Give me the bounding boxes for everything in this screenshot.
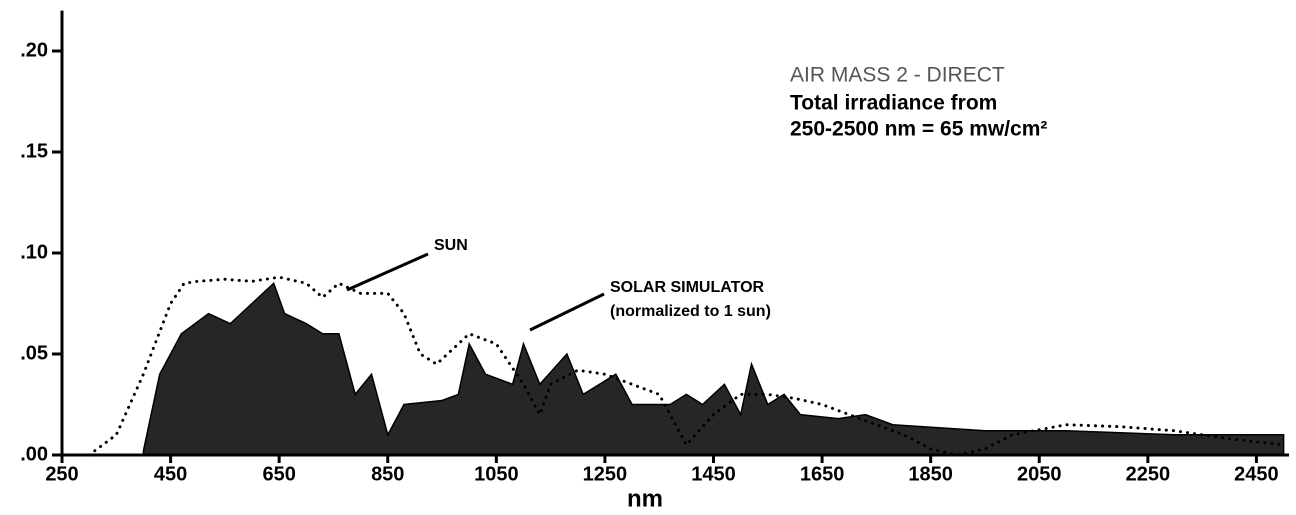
pointer xyxy=(529,292,605,332)
y-tick-label: .20 xyxy=(20,39,48,61)
x-tick-label: 850 xyxy=(371,463,404,485)
x-tick-label: 1050 xyxy=(474,463,519,485)
series-label: SOLAR SIMULATOR xyxy=(610,279,765,296)
y-tick-label: .15 xyxy=(20,140,48,162)
x-tick-label: 450 xyxy=(154,463,187,485)
x-tick-label: 250 xyxy=(45,463,78,485)
x-tick-label: 2050 xyxy=(1017,463,1062,485)
pointer xyxy=(346,252,429,292)
x-tick-label: 650 xyxy=(262,463,295,485)
annotation: Total irradiance from xyxy=(790,92,997,115)
x-tick-label: 1850 xyxy=(908,463,953,485)
y-tick-label: .05 xyxy=(20,342,48,364)
y-tick-label: .00 xyxy=(20,443,48,465)
x-tick-label: 1650 xyxy=(800,463,845,485)
y-tick-label: .10 xyxy=(20,241,48,263)
x-tick-label: 1250 xyxy=(583,463,628,485)
simulator-area xyxy=(142,281,1285,456)
series-label: SUN xyxy=(434,237,468,254)
annotation: (normalized to 1 sun) xyxy=(610,303,771,320)
x-tick-label: 1450 xyxy=(691,463,736,485)
x-tick-label: 2450 xyxy=(1234,463,1279,485)
x-axis-label: nm xyxy=(627,485,663,512)
annotation: AIR MASS 2 - DIRECT xyxy=(790,64,1005,87)
annotation: 250-2500 nm = 65 mw/cm² xyxy=(790,118,1047,141)
x-tick-label: 2250 xyxy=(1126,463,1171,485)
